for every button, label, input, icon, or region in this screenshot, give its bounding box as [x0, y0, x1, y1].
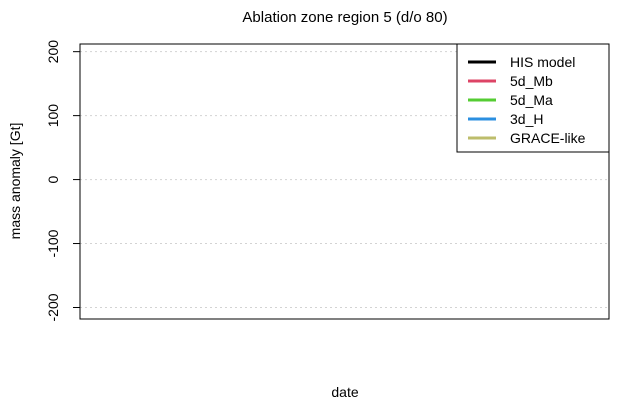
y-tick-label: 0	[45, 175, 61, 183]
legend-label: 5d_Ma	[510, 92, 553, 108]
plot-frame	[79, 43, 610, 320]
y-tick-label: -200	[45, 293, 61, 321]
y-axis-label: mass anomaly [Gt]	[7, 123, 23, 240]
y-axis: -200 -100 0 100 200	[45, 40, 80, 322]
legend-box	[456, 43, 610, 153]
y-tick-label: 100	[45, 104, 61, 128]
x-axis-label: date	[331, 384, 358, 400]
legend-label: GRACE-like	[510, 130, 586, 146]
y-tick-label: 200	[45, 40, 61, 64]
chart-title: Ablation zone region 5 (d/o 80)	[242, 9, 447, 26]
y-tick-label: -100	[45, 229, 61, 257]
legend-label: 5d_Mb	[510, 73, 553, 89]
legend-label: HIS model	[510, 54, 575, 70]
legend-label: 3d_H	[510, 111, 543, 127]
legend: HIS model 5d_Mb 5d_Ma 3d_H GRACE-like	[456, 43, 610, 153]
